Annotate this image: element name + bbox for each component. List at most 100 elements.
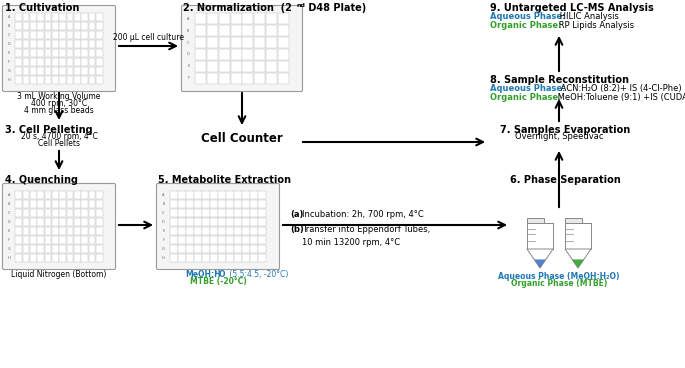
Bar <box>219 227 225 235</box>
Bar <box>45 58 51 66</box>
Bar <box>60 22 66 30</box>
Bar <box>60 40 66 48</box>
Bar <box>266 25 277 36</box>
Bar <box>15 58 22 66</box>
Bar <box>234 254 242 262</box>
Bar <box>277 61 289 72</box>
Bar <box>60 49 66 57</box>
Bar <box>96 236 103 244</box>
Bar <box>266 72 277 84</box>
Bar <box>37 218 44 226</box>
Text: Aqueous Phase:: Aqueous Phase: <box>490 84 566 93</box>
Bar <box>195 236 201 244</box>
Polygon shape <box>572 259 584 268</box>
Bar <box>15 49 22 57</box>
Bar <box>52 13 59 21</box>
Bar <box>37 13 44 21</box>
Bar <box>52 245 59 253</box>
Bar <box>88 254 95 262</box>
Bar <box>23 22 29 30</box>
Bar <box>60 227 66 235</box>
Bar <box>45 227 51 235</box>
Bar <box>171 191 177 199</box>
Text: Liquid Nitrogen (Bottom): Liquid Nitrogen (Bottom) <box>12 270 107 279</box>
Bar <box>219 191 225 199</box>
Text: ACN:H₂O (8:2)+ IS (4-Cl-Phe): ACN:H₂O (8:2)+ IS (4-Cl-Phe) <box>558 84 682 93</box>
Bar <box>30 22 37 30</box>
Bar <box>52 31 59 39</box>
Text: F: F <box>8 238 10 242</box>
Bar <box>15 245 22 253</box>
Bar <box>210 254 218 262</box>
Text: G: G <box>162 247 165 251</box>
Bar <box>74 227 81 235</box>
Bar <box>202 236 210 244</box>
Bar <box>74 191 81 199</box>
Bar <box>250 209 258 217</box>
Bar <box>254 13 265 24</box>
Bar <box>242 37 253 48</box>
FancyBboxPatch shape <box>3 6 116 92</box>
Bar <box>30 49 37 57</box>
Bar <box>66 236 73 244</box>
Bar <box>250 245 258 253</box>
Bar <box>23 58 29 66</box>
Bar <box>202 191 210 199</box>
Bar <box>565 223 591 249</box>
Bar <box>250 218 258 226</box>
Text: A: A <box>162 193 164 197</box>
Bar <box>45 209 51 217</box>
Bar <box>258 236 266 244</box>
Bar <box>186 236 194 244</box>
Bar <box>178 227 186 235</box>
Bar <box>242 200 250 208</box>
Bar <box>186 227 194 235</box>
Bar <box>207 25 218 36</box>
Text: D: D <box>8 42 10 46</box>
Bar <box>258 218 266 226</box>
Bar <box>186 254 194 262</box>
Bar <box>37 49 44 57</box>
Polygon shape <box>534 259 546 268</box>
Bar <box>219 209 225 217</box>
Text: B: B <box>8 202 10 206</box>
Text: 400 rpm, 30°C: 400 rpm, 30°C <box>31 99 87 108</box>
Bar <box>52 67 59 75</box>
Text: C: C <box>8 33 10 37</box>
Bar <box>82 236 88 244</box>
Bar <box>210 227 218 235</box>
Bar <box>242 218 250 226</box>
Bar <box>82 58 88 66</box>
Bar <box>96 245 103 253</box>
Bar <box>30 218 37 226</box>
Bar <box>277 13 289 24</box>
Bar <box>15 75 22 84</box>
Bar <box>171 236 177 244</box>
Bar <box>202 245 210 253</box>
Bar <box>15 254 22 262</box>
Text: E: E <box>162 229 164 233</box>
Text: RP Lipids Analysis: RP Lipids Analysis <box>556 21 634 30</box>
Bar <box>60 236 66 244</box>
Polygon shape <box>565 218 582 223</box>
Bar <box>45 31 51 39</box>
Bar <box>171 254 177 262</box>
Bar <box>250 227 258 235</box>
Text: nd: nd <box>297 3 306 8</box>
Bar <box>195 13 206 24</box>
Bar <box>82 67 88 75</box>
Bar <box>60 191 66 199</box>
Bar <box>74 209 81 217</box>
Bar <box>74 13 81 21</box>
Bar <box>37 22 44 30</box>
Bar <box>60 67 66 75</box>
Bar <box>23 191 29 199</box>
Bar <box>45 40 51 48</box>
Bar <box>74 22 81 30</box>
Bar <box>82 209 88 217</box>
Text: A: A <box>187 17 190 21</box>
Text: 3. Cell Pelleting: 3. Cell Pelleting <box>5 125 92 135</box>
Bar <box>250 254 258 262</box>
Bar <box>178 218 186 226</box>
Polygon shape <box>565 249 591 268</box>
